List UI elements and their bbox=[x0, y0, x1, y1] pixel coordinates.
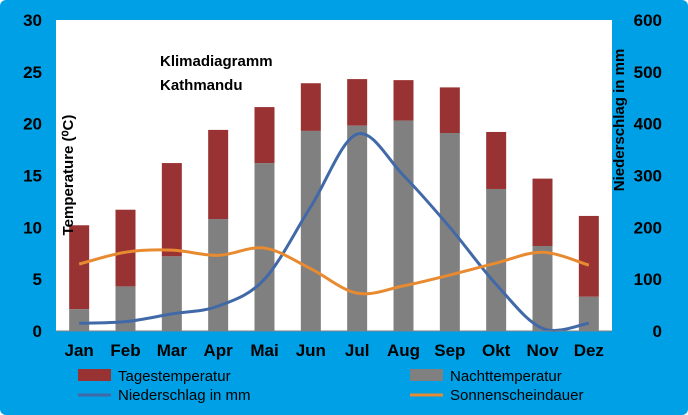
x-tick-label: Apr bbox=[204, 341, 234, 360]
legend-label-nachttemperatur: Nachttemperatur bbox=[450, 368, 562, 385]
bar-nachttemperatur-dez bbox=[578, 296, 599, 331]
bar-tagestemperatur-feb bbox=[115, 209, 136, 287]
x-tick-label: Jan bbox=[65, 341, 94, 360]
x-tick-label: Aug bbox=[387, 341, 420, 360]
bar-nachttemperatur-jul bbox=[347, 125, 368, 332]
x-tick-label: Okt bbox=[482, 341, 511, 360]
x-tick-label: Mar bbox=[157, 341, 188, 360]
x-tick-label: Feb bbox=[110, 341, 140, 360]
y2-tick-label: 400 bbox=[634, 115, 662, 134]
legend-label-niederschlag: Niederschlag in mm bbox=[118, 387, 251, 404]
y2-tick-label: 500 bbox=[634, 63, 662, 82]
bar-nachttemperatur-apr bbox=[208, 219, 229, 331]
y-tick-label: 15 bbox=[23, 167, 42, 186]
plot-area bbox=[56, 20, 612, 331]
bar-tagestemperatur-sep bbox=[439, 87, 460, 133]
bar-nachttemperatur-feb bbox=[115, 286, 136, 331]
legend-swatch-nachttemperatur bbox=[410, 369, 443, 381]
legend-swatch-tagestemperatur bbox=[78, 369, 111, 381]
y-tick-label: 0 bbox=[33, 322, 42, 341]
x-tick-label: Jun bbox=[296, 341, 326, 360]
bar-tagestemperatur-jan bbox=[69, 225, 90, 310]
bar-tagestemperatur-mar bbox=[161, 163, 182, 257]
y-tick-label: 30 bbox=[23, 11, 42, 30]
bar-tagestemperatur-jul bbox=[347, 79, 368, 126]
bar-nachttemperatur-okt bbox=[486, 188, 507, 331]
y2-tick-label: 300 bbox=[634, 167, 662, 186]
bar-nachttemperatur-jun bbox=[300, 130, 321, 331]
bar-nachttemperatur-mar bbox=[161, 256, 182, 331]
x-tick-label: Sep bbox=[434, 341, 465, 360]
line-niederschlag-in-mm bbox=[79, 132, 590, 332]
bar-tagestemperatur-mai bbox=[254, 107, 275, 164]
legend: Tagestemperatur Nachttemperatur Niedersc… bbox=[78, 368, 583, 404]
chart-subtitle: Kathmandu bbox=[160, 77, 243, 94]
x-tick-label: Jul bbox=[345, 341, 370, 360]
y2-axis-title: Niederschlag in mm bbox=[611, 49, 628, 192]
bar-tagestemperatur-apr bbox=[208, 129, 229, 220]
bar-tagestemperatur-dez bbox=[578, 215, 599, 297]
bar-tagestemperatur-okt bbox=[486, 131, 507, 189]
y-axis-title: Temperature (⁰C) bbox=[60, 115, 77, 236]
line-sonnenscheindauer bbox=[78, 246, 590, 296]
y-tick-label: 20 bbox=[23, 115, 42, 134]
y2-tick-label: 200 bbox=[634, 218, 662, 237]
y-tick-label: 10 bbox=[23, 218, 42, 237]
bar-tagestemperatur-nov bbox=[532, 178, 553, 246]
bar-nachttemperatur-sep bbox=[439, 132, 460, 331]
x-tick-label: Nov bbox=[526, 341, 559, 360]
y-tick-label: 25 bbox=[23, 63, 42, 82]
legend-label-sonnenscheindauer: Sonnenscheindauer bbox=[450, 387, 583, 404]
x-tick-label: Dez bbox=[574, 341, 604, 360]
bar-nachttemperatur-jan bbox=[69, 309, 90, 331]
bar-nachttemperatur-aug bbox=[393, 120, 414, 331]
y-tick-label: 5 bbox=[33, 270, 42, 289]
bar-tagestemperatur-aug bbox=[393, 80, 414, 121]
y2-tick-label: 100 bbox=[634, 270, 662, 289]
bar-tagestemperatur-jun bbox=[300, 83, 321, 131]
legend-label-tagestemperatur: Tagestemperatur bbox=[118, 368, 231, 385]
y2-tick-label: 600 bbox=[634, 11, 662, 30]
y2-tick-label: 0 bbox=[653, 322, 662, 341]
chart-title: Klimadiagramm bbox=[160, 53, 273, 70]
bar-nachttemperatur-nov bbox=[532, 245, 553, 331]
x-tick-label: Mai bbox=[250, 341, 278, 360]
